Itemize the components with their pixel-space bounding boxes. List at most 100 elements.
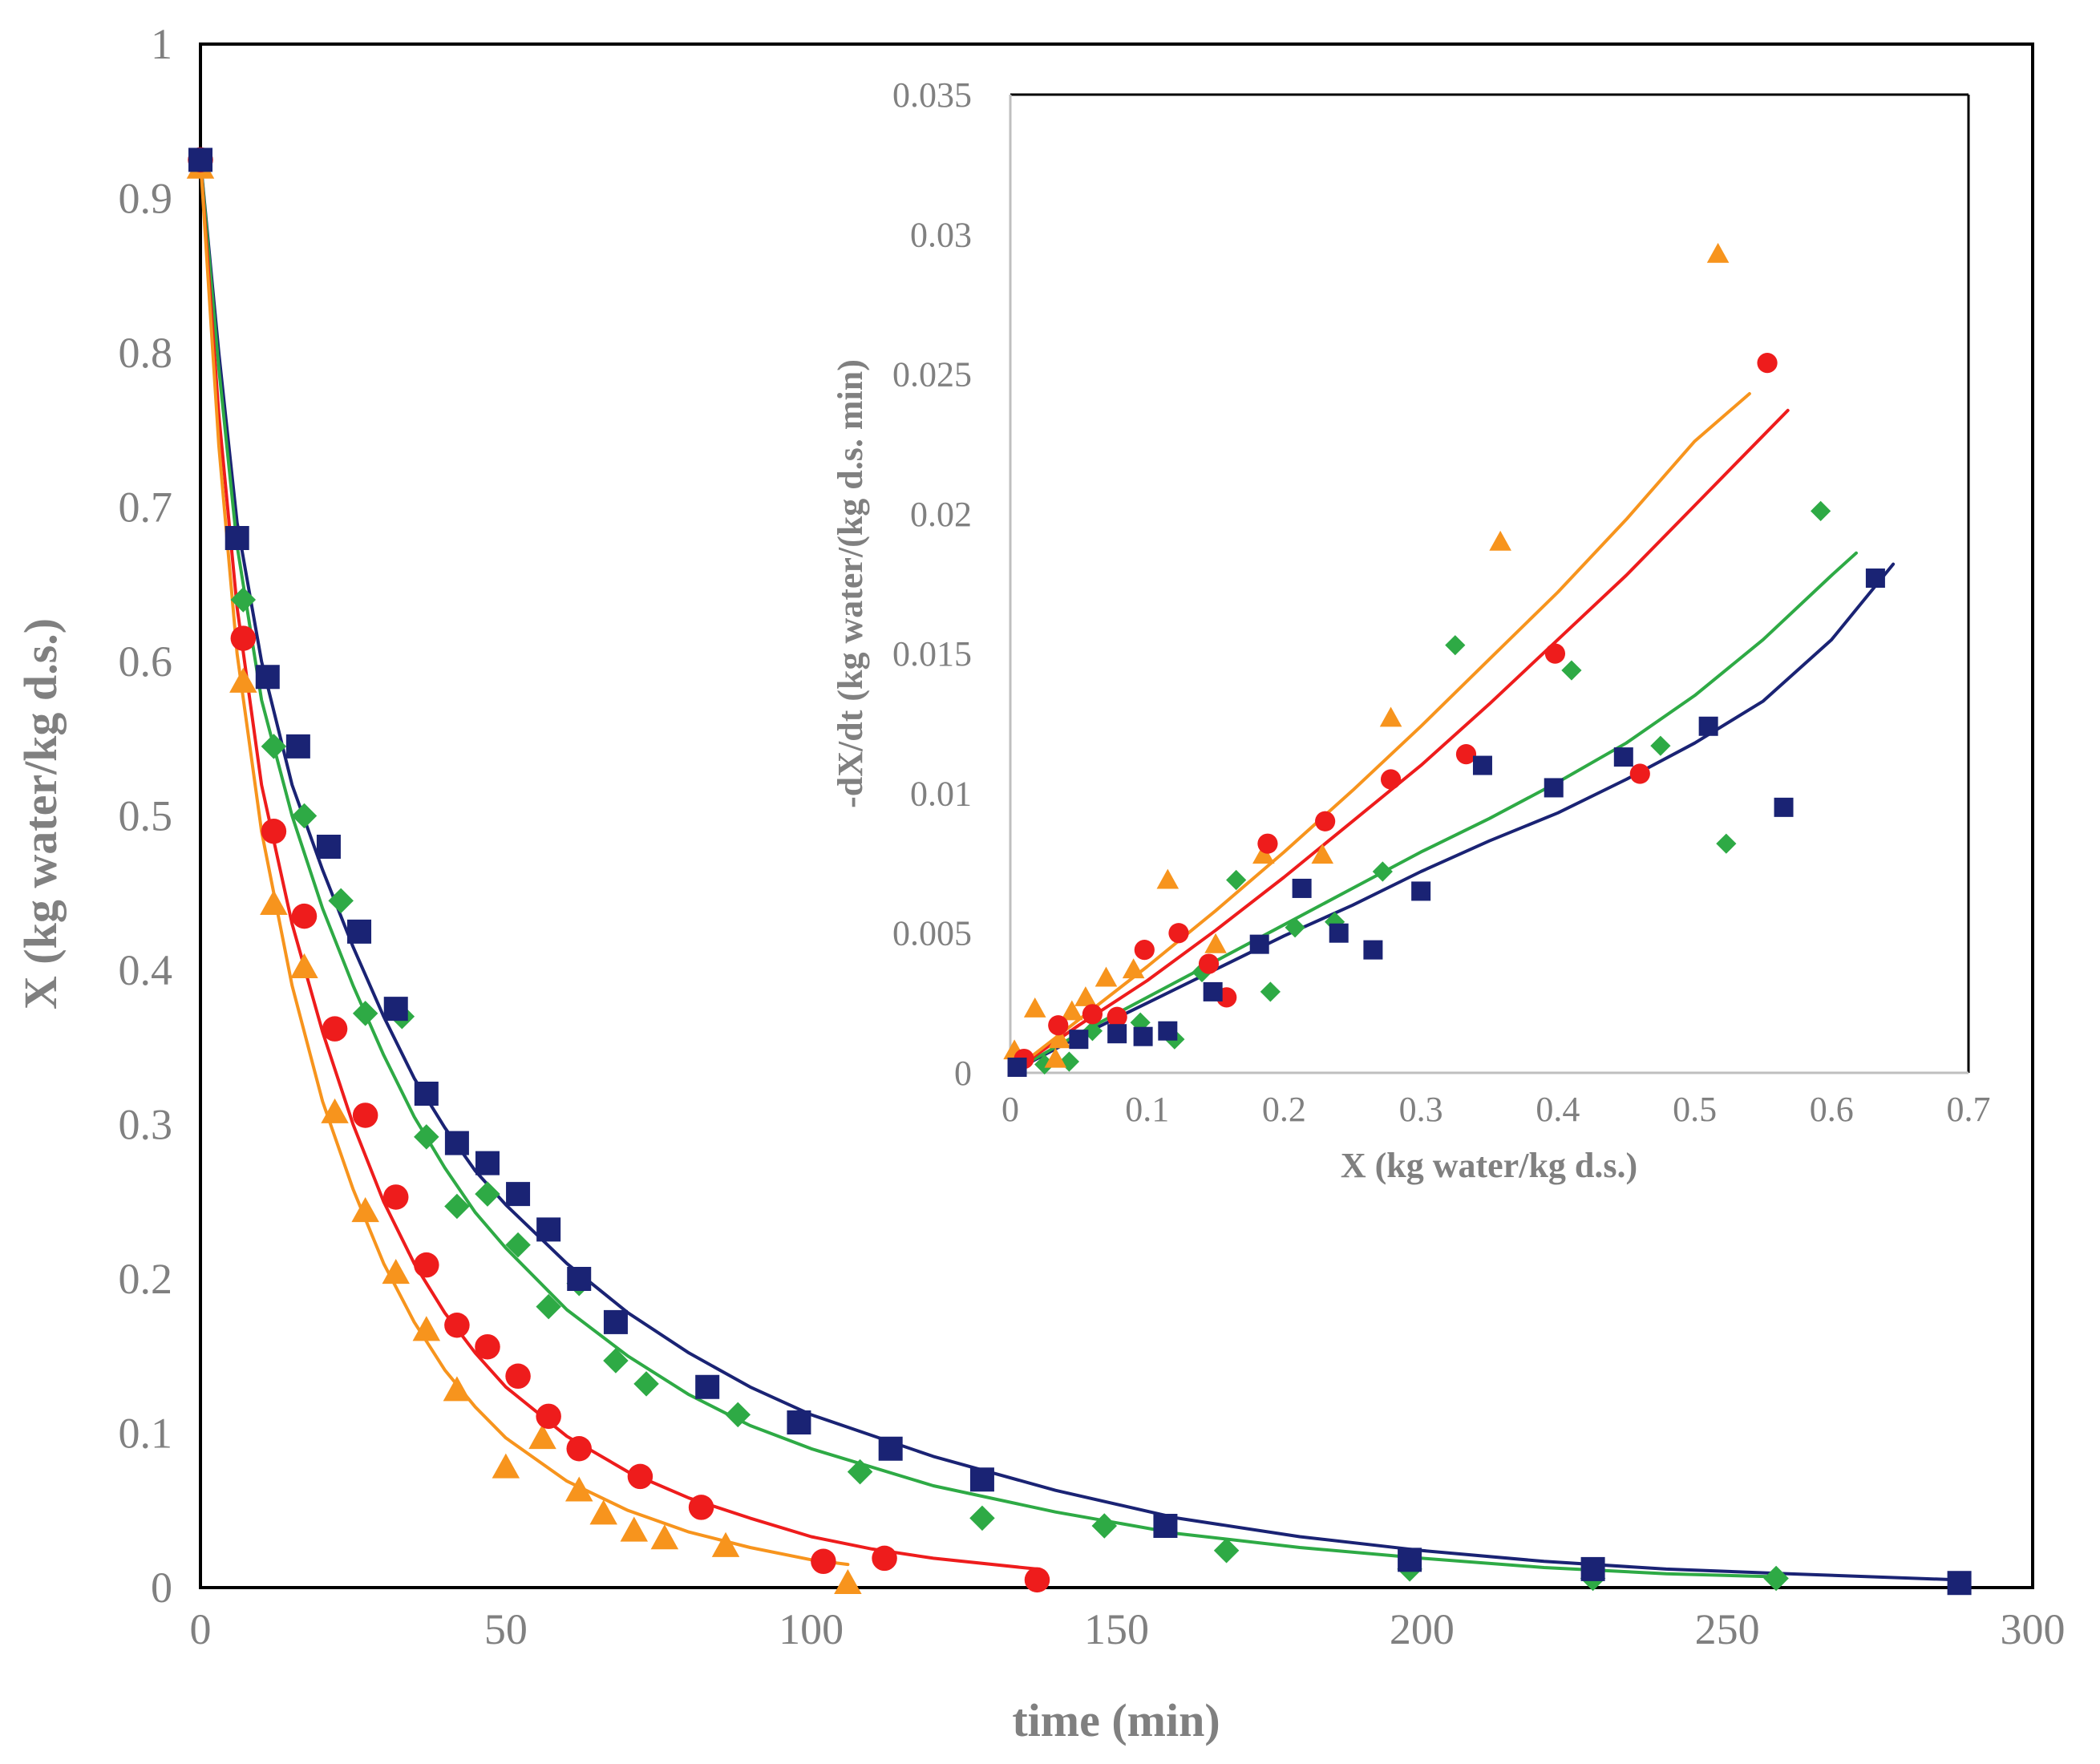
inset-x-tick-label: 0.5 — [1673, 1090, 1717, 1129]
inset-green-diamond-point — [1445, 635, 1466, 656]
inset-red-circle-point — [1107, 1006, 1127, 1027]
inset-red-circle-point — [1544, 643, 1566, 664]
main-orange-triangle-point — [321, 1098, 349, 1123]
inset-x-axis-title: X (kg water/kg d.s.) — [1341, 1146, 1637, 1185]
main-orange-triangle-point — [834, 1568, 862, 1595]
main-red-circle-point — [505, 1363, 531, 1390]
inset-orange-triangle-point — [1061, 1000, 1083, 1021]
inset-x-tick-label: 0.7 — [1947, 1090, 1991, 1129]
inset-green-diamond-point — [1716, 833, 1737, 854]
main-y-axis-title: X (kg water/kg d.s.) — [14, 618, 67, 1009]
main-chart-ticks: 0 50 100 150 200 250 30000.10.20.30.40.50.60.7… — [119, 20, 2066, 1653]
main-navy-square-point — [475, 1151, 500, 1175]
inset-orange-triangle-point — [1311, 844, 1334, 864]
main-x-tick-label: 50 — [484, 1605, 528, 1653]
main-y-tick-label: 0.5 — [119, 792, 173, 840]
main-y-tick-label: 0.1 — [119, 1410, 173, 1458]
main-green-diamond-point — [847, 1459, 873, 1485]
inset-navy-square-point — [1158, 1021, 1178, 1041]
main-x-tick-label: 100 — [779, 1605, 844, 1653]
main-navy-square-point — [878, 1436, 903, 1461]
main-red-circle-point — [566, 1436, 592, 1462]
inset-red-circle-point — [1257, 833, 1278, 854]
inset-y-tick-label: 0.01 — [910, 774, 972, 813]
main-navy-square-point — [255, 665, 280, 690]
inset-x-tick-label: 0.3 — [1399, 1090, 1443, 1129]
inset-y-tick-label: 0.005 — [892, 914, 972, 953]
main-navy-square-point — [285, 734, 310, 759]
inset-y-tick-label: 0.015 — [892, 634, 972, 674]
inset-y-tick-label: 0.02 — [910, 495, 972, 534]
inset-navy-square-point — [1107, 1024, 1127, 1044]
inset-red-circle-point — [1757, 353, 1778, 374]
main-red-circle-point — [414, 1252, 439, 1278]
main-red-circle-point — [261, 819, 287, 844]
main-red-circle-point — [322, 1016, 348, 1042]
inset-navy-square-point — [1544, 778, 1564, 798]
main-green-diamond-point — [291, 803, 318, 829]
inset-navy-square-point — [1411, 881, 1431, 901]
main-navy-square-point — [603, 1309, 628, 1334]
inset-navy-square-point — [1865, 568, 1885, 589]
inset-red-circle-point — [1629, 763, 1650, 784]
main-green-diamond-point — [230, 587, 257, 613]
main-navy-square-point — [536, 1217, 561, 1242]
main-navy-square-point — [787, 1410, 811, 1435]
inset-x-tick-label: 0.4 — [1536, 1090, 1580, 1129]
inset-y-tick-label: 0 — [954, 1054, 972, 1093]
inset-red-circle-point — [1198, 953, 1220, 974]
inset-navy-square-point — [1329, 923, 1349, 943]
main-red-circle-point — [688, 1495, 714, 1520]
inset-navy-square-point — [1698, 716, 1718, 736]
main-green-diamond-point — [969, 1505, 995, 1531]
inset-x-tick-label: 0.6 — [1810, 1090, 1854, 1129]
inset-orange-triangle-point — [1706, 242, 1730, 263]
main-chart-marks — [186, 147, 1972, 1596]
inset-navy-square-point — [1472, 755, 1492, 775]
main-red-circle-point — [230, 625, 257, 651]
inset-orange-triangle-point — [1023, 997, 1046, 1018]
inset-x-tick-label: 0.1 — [1125, 1090, 1169, 1129]
main-green-diamond-point — [261, 734, 287, 759]
main-green-diamond-point — [352, 1001, 378, 1026]
inset-green-diamond-point — [1285, 917, 1305, 938]
inset-navy-square-point — [1613, 747, 1633, 767]
inset-green-diamond-point — [1226, 869, 1247, 891]
inset-navy-square-point — [1363, 940, 1383, 960]
main-y-tick-label: 0.6 — [119, 637, 173, 686]
main-green-diamond-point — [1091, 1513, 1118, 1539]
inset-background — [1010, 95, 1968, 1073]
main-green-diamond-point — [725, 1402, 751, 1428]
main-green-diamond-point — [1763, 1565, 1789, 1592]
main-y-tick-label: 0.7 — [119, 483, 173, 532]
main-orange-triangle-point — [443, 1376, 471, 1402]
main-green-diamond-point — [475, 1181, 500, 1207]
inset-red-circle-point — [1082, 1004, 1103, 1025]
inset-y-tick-label: 0.035 — [892, 75, 972, 115]
main-navy-square-point — [1153, 1514, 1178, 1538]
inset-orange-triangle-point — [1252, 844, 1275, 864]
inset-y-tick-label: 0.03 — [910, 215, 972, 254]
main-green-diamond-point — [328, 888, 354, 914]
inset-red-circle-point — [1315, 811, 1336, 831]
inset-chart: 0 0.1 0.2 0.3 0.4 0.5 0.6 0.7 0 0.005 0.01 0.015 0.0… — [831, 75, 1991, 1185]
inset-navy-square-point — [1133, 1026, 1153, 1046]
main-green-diamond-point — [505, 1232, 531, 1258]
inset-red-circle-point — [1048, 1015, 1069, 1036]
main-y-tick-label: 0.8 — [119, 329, 173, 377]
inset-orange-triangle-point — [1074, 986, 1097, 1006]
main-navy-square-point — [383, 997, 408, 1022]
main-navy-square-point — [1947, 1571, 1972, 1596]
main-navy-square-point — [225, 526, 249, 550]
main-orange-triangle-point — [229, 667, 257, 693]
inset-green-fit-line — [1009, 551, 1858, 1074]
inset-navy-fit-line — [1009, 562, 1896, 1074]
inset-green-diamond-point — [1260, 981, 1281, 1002]
main-orange-triangle-point — [528, 1424, 556, 1450]
inset-red-circle-point — [1380, 769, 1402, 790]
main-x-tick-label: 150 — [1084, 1605, 1149, 1653]
inset-x-tick-label: 0 — [1001, 1090, 1019, 1129]
main-orange-triangle-point — [412, 1316, 441, 1341]
inset-green-diamond-point — [1650, 735, 1671, 756]
main-x-tick-label: 0 — [190, 1605, 212, 1653]
